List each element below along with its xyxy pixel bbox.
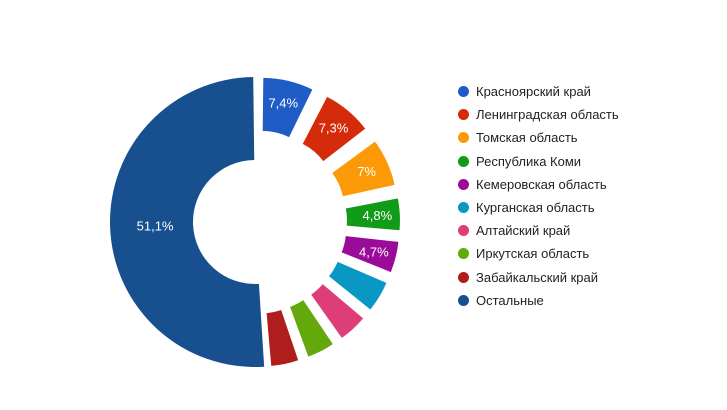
slice-value-label: 7,4% <box>268 95 298 110</box>
slice-value-label: 4,7% <box>359 244 389 259</box>
legend-label: Кемеровская область <box>476 176 607 192</box>
legend-marker <box>458 225 469 237</box>
legend-label: Красноярский край <box>476 84 591 100</box>
legend-item: Ленинградская область <box>458 103 718 126</box>
legend-marker <box>458 132 469 144</box>
donut-slice <box>311 284 364 338</box>
legend-label: Алтайский край <box>476 223 571 239</box>
donut-slice <box>262 77 313 138</box>
legend-item: Томская область <box>458 126 718 149</box>
legend-marker <box>458 271 469 283</box>
legend-marker <box>458 202 469 214</box>
legend-marker <box>458 178 469 190</box>
legend-label: Ленинградская область <box>476 107 619 123</box>
donut-slice <box>302 96 366 162</box>
legend-label: Забайкальский край <box>476 269 599 285</box>
legend-marker <box>458 155 469 167</box>
legend-marker <box>458 248 469 260</box>
slice-value-label: 4,8% <box>363 208 393 223</box>
legend-item: Кемеровская область <box>458 173 718 196</box>
legend-item: Алтайский край <box>458 219 718 242</box>
legend-label: Остальные <box>476 292 544 308</box>
donut-slice <box>290 300 333 357</box>
legend-marker <box>458 109 469 121</box>
donut-slice <box>329 261 387 310</box>
slice-value-label: 7% <box>357 164 376 179</box>
legend-item: Красноярский край <box>458 80 718 103</box>
legend-label: Республика Коми <box>476 153 582 169</box>
donut-slice <box>332 141 395 197</box>
slice-value-label: 51,1% <box>137 218 174 233</box>
donut-slice <box>266 310 299 366</box>
legend-item: Республика Коми <box>458 150 718 173</box>
legend-label: Курганская область <box>476 200 595 216</box>
legend-label: Иркутская область <box>476 246 590 262</box>
donut-slice <box>341 236 399 273</box>
donut-slice <box>345 198 400 231</box>
legend-item: Остальные <box>458 289 718 312</box>
legend-marker <box>458 86 469 98</box>
legend-label: Томская область <box>476 130 578 146</box>
legend-item: Иркутская область <box>458 242 718 265</box>
legend-item: Курганская область <box>458 196 718 219</box>
legend-marker <box>458 294 469 306</box>
legend-item: Забайкальский край <box>458 266 718 289</box>
donut-slice <box>109 77 265 368</box>
slice-value-label: 7,3% <box>319 120 349 135</box>
chart-legend: Красноярский край Ленинградская область То… <box>458 80 718 312</box>
